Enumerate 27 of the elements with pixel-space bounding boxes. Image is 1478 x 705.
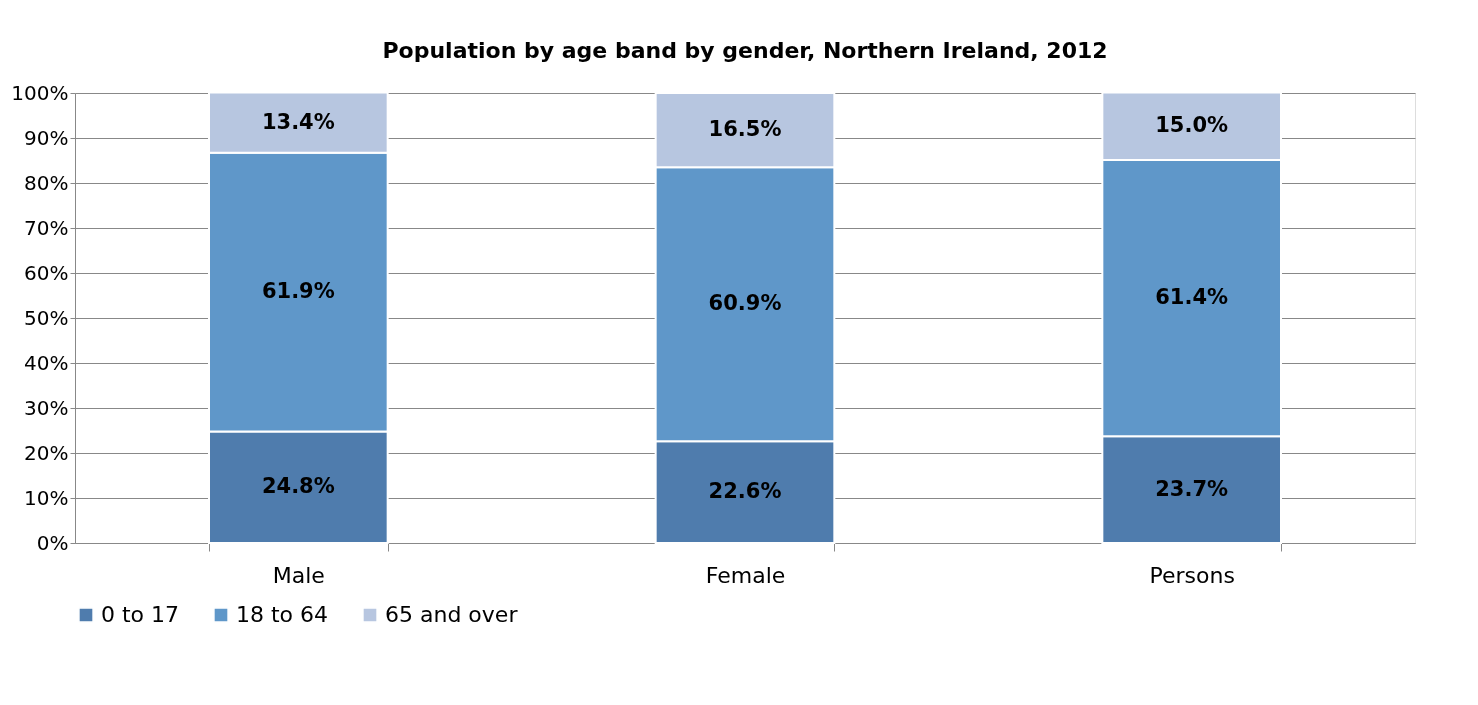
y-tick-label: 50% (24, 305, 69, 330)
y-tick-label: 90% (24, 125, 69, 150)
data-label: 61.9% (261, 279, 335, 304)
legend-label: 18 to 64 (236, 602, 329, 627)
data-label: 61.4% (1155, 285, 1229, 310)
data-label: 16.5% (708, 117, 782, 142)
legend-label: 65 and over (385, 602, 519, 627)
data-label: 13.4% (261, 109, 335, 134)
chart-title: Population by age band by gender, Northern Ireland, 2012 (382, 38, 1108, 63)
data-label: 15.0% (1155, 113, 1229, 138)
y-tick-label: 100% (11, 80, 69, 105)
y-tick-label: 70% (24, 215, 69, 240)
x-tick-label: Female (705, 562, 786, 588)
y-tick-label: 40% (24, 350, 69, 375)
data-label: 22.6% (708, 479, 782, 504)
y-tick-label: 60% (24, 260, 69, 285)
y-tick-label: 20% (24, 440, 69, 465)
x-tick-label: Male (272, 562, 325, 588)
y-tick-label: 80% (24, 170, 69, 195)
y-tick-label: 30% (24, 395, 69, 420)
data-label: 24.8% (261, 474, 335, 499)
legend-label: 0 to 17 (101, 602, 180, 627)
y-tick-label: 0% (36, 530, 69, 555)
data-label: 60.9% (708, 291, 782, 316)
x-tick-label: Persons (1149, 562, 1235, 588)
y-tick-label: 10% (24, 485, 69, 510)
data-label: 23.7% (1155, 476, 1229, 501)
